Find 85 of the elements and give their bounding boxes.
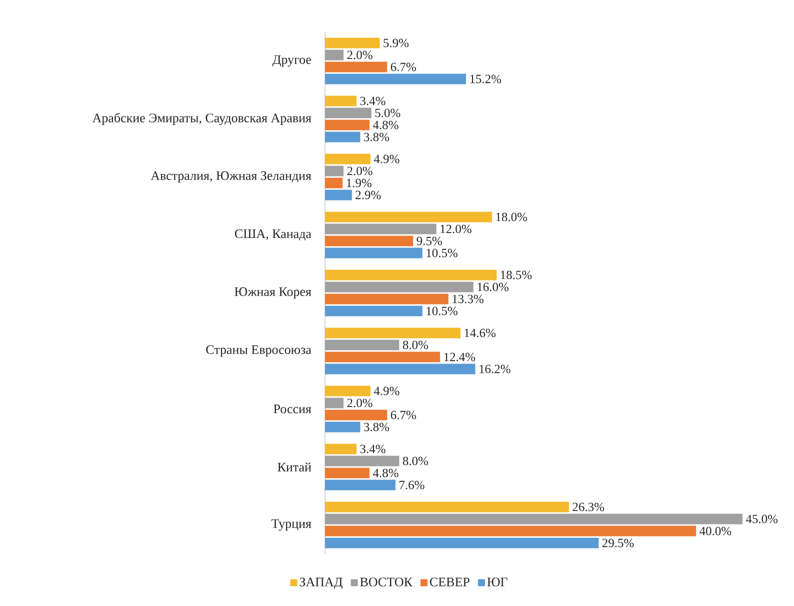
data-label: 4.9% <box>374 154 400 164</box>
bar <box>325 306 422 316</box>
bar <box>325 108 372 118</box>
bar <box>325 352 440 362</box>
bar <box>325 398 344 408</box>
bar <box>325 74 466 84</box>
bar <box>325 236 414 246</box>
bar <box>325 154 370 164</box>
bar <box>325 132 360 142</box>
bar <box>325 328 460 338</box>
data-label: 12.4% <box>444 352 476 362</box>
bar <box>325 96 357 106</box>
bar <box>325 410 388 420</box>
bar <box>325 212 492 222</box>
data-label: 10.5% <box>426 248 458 258</box>
data-label: 45.0% <box>746 514 778 524</box>
data-label: 8.0% <box>402 456 428 466</box>
bar <box>325 468 370 478</box>
data-label: 4.9% <box>374 386 400 396</box>
data-label: 2.9% <box>356 190 381 200</box>
bar <box>325 50 344 60</box>
bar <box>325 456 400 466</box>
y-tick-label: США, Канада <box>234 229 312 241</box>
y-tick-label: Австралия, Южная Зеландия <box>150 171 312 183</box>
bar <box>325 270 497 280</box>
data-label: 40.0% <box>700 526 732 536</box>
data-label: 4.8% <box>372 120 398 130</box>
data-label: 3.4% <box>360 444 386 454</box>
bar <box>325 190 352 200</box>
bar <box>325 248 422 258</box>
y-tick-label: Китай <box>278 462 312 472</box>
data-label: 29.5% <box>602 538 634 548</box>
data-label: 2.0% <box>347 50 372 60</box>
data-label: 5.0% <box>375 108 400 118</box>
data-label: 6.7% <box>390 62 416 72</box>
data-label: 2.0% <box>347 166 372 176</box>
data-label: 1.9% <box>346 178 372 188</box>
data-label: 18.0% <box>496 212 528 222</box>
bar <box>325 62 388 72</box>
y-tick-label: Арабские Эмираты, Саудовская Аравия <box>92 112 312 126</box>
bar <box>325 444 357 454</box>
legend-label: ЮГ <box>487 578 508 586</box>
bar <box>325 294 448 304</box>
bar <box>325 364 476 374</box>
bar <box>325 422 360 432</box>
data-label: 2.0% <box>347 398 372 408</box>
data-label: 5.9% <box>384 38 409 48</box>
bar <box>325 178 343 188</box>
data-label: 18.5% <box>500 270 532 280</box>
y-tick-label: Турция <box>272 519 312 531</box>
data-label: 3.4% <box>360 96 386 106</box>
bar <box>325 526 696 536</box>
data-label: 16.2% <box>480 364 510 374</box>
y-tick-label: Другое <box>272 55 312 67</box>
bar <box>325 282 474 292</box>
data-label: 8.0% <box>402 340 428 350</box>
bar <box>325 502 569 512</box>
legend-label: ВОСТОК <box>360 578 413 586</box>
bar <box>325 224 436 234</box>
legend-label: СЕВЕР <box>430 578 470 586</box>
data-label: 3.8% <box>364 422 390 432</box>
bar <box>325 340 400 350</box>
data-label: 26.3% <box>572 502 604 512</box>
y-tick-label: Южная Корея <box>234 287 312 299</box>
data-label: 10.5% <box>426 306 458 316</box>
y-tick-label: Страны Евросоюза <box>206 345 312 357</box>
data-label: 13.3% <box>452 294 484 304</box>
data-label: 9.5% <box>416 236 442 246</box>
data-label: 3.8% <box>364 132 390 142</box>
data-label: 14.6% <box>464 328 496 338</box>
y-tick-label: Россия <box>274 404 312 414</box>
bar <box>325 386 370 396</box>
data-label: 15.2% <box>470 74 502 84</box>
bar <box>325 480 396 490</box>
bar <box>325 38 380 48</box>
bar <box>325 166 344 176</box>
data-label: 4.8% <box>372 468 398 478</box>
data-label: 16.0% <box>478 282 508 292</box>
bar <box>325 538 599 548</box>
bar <box>325 120 370 130</box>
data-label: 6.7% <box>390 410 416 420</box>
legend-label: ЗАПАД <box>300 578 342 590</box>
data-label: 12.0% <box>440 224 472 234</box>
bar <box>325 514 742 524</box>
data-label: 7.6% <box>400 480 424 490</box>
